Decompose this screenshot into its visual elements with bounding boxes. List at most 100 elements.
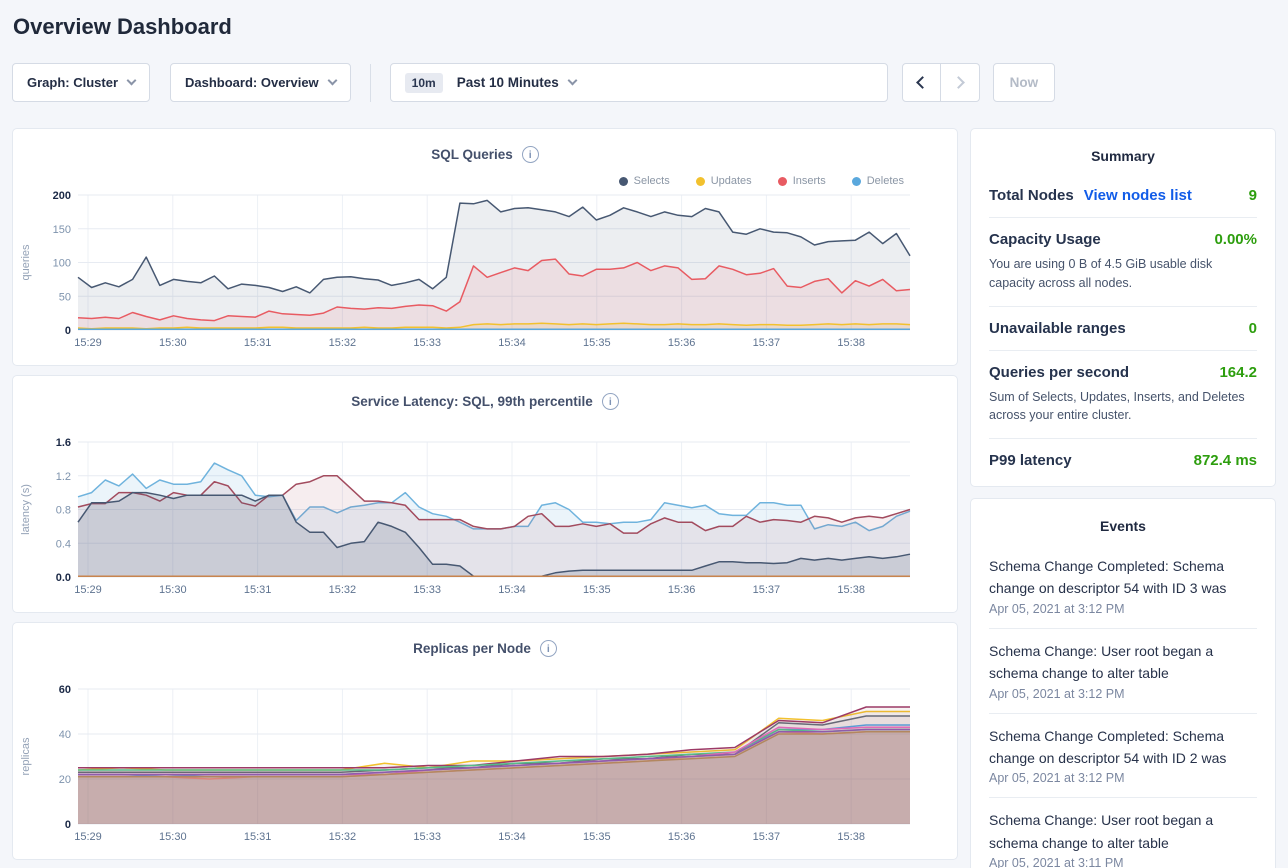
event-text: Schema Change Completed: Schema change o… [989, 727, 1227, 766]
events-title: Events [1100, 518, 1146, 534]
info-icon[interactable]: i [601, 393, 619, 410]
chart-legend: Selects Updates Inserts Deletes [618, 175, 904, 187]
page-title: Overview Dashboard [13, 14, 232, 39]
dashboard-dropdown[interactable]: Dashboard: Overview [170, 63, 351, 102]
legend-item-deletes[interactable]: Deletes [851, 175, 904, 187]
svg-text:1.6: 1.6 [56, 437, 71, 449]
view-nodes-list-link[interactable]: View nodes list [1083, 187, 1192, 204]
stat-value: 872.4 ms [1193, 452, 1257, 469]
info-icon[interactable]: i [539, 640, 557, 657]
legend-dot-icon [695, 176, 705, 186]
svg-text:15:30: 15:30 [159, 337, 187, 349]
stat-value: 164.2 [1219, 363, 1257, 381]
svg-text:15:38: 15:38 [837, 831, 865, 843]
chevron-down-icon [567, 75, 578, 86]
toolbar: Graph: Cluster Dashboard: Overview 10m P… [12, 63, 1276, 102]
svg-text:0.4: 0.4 [56, 538, 71, 550]
event-timestamp: Apr 05, 2021 at 3:12 PM [989, 601, 1125, 616]
event-timestamp: Apr 05, 2021 at 3:12 PM [989, 771, 1125, 786]
stat-description: You are using 0 B of 4.5 GiB usable disk… [989, 257, 1213, 290]
svg-text:15:31: 15:31 [244, 831, 272, 843]
svg-text:15:34: 15:34 [498, 584, 526, 596]
svg-text:15:31: 15:31 [244, 584, 272, 596]
svg-text:15:35: 15:35 [583, 584, 611, 596]
svg-text:15:31: 15:31 [244, 337, 272, 349]
stat-label: Unavailable ranges [989, 319, 1126, 337]
time-prev-button[interactable] [901, 63, 941, 102]
svg-text:50: 50 [59, 291, 71, 303]
charts-column: SQL Queries i Selects Updates Inserts Delet… [12, 128, 958, 868]
summary-panel: Summary Total Nodes View nodes list 9 Capac… [970, 128, 1276, 487]
svg-text:15:32: 15:32 [329, 337, 357, 349]
events-list: Schema Change Completed: Schema change o… [989, 544, 1257, 868]
chevron-left-icon [916, 76, 930, 89]
main-content: SQL Queries i Selects Updates Inserts Delet… [0, 128, 1288, 868]
legend-item-inserts[interactable]: Inserts [777, 175, 826, 187]
svg-text:1.2: 1.2 [56, 471, 71, 483]
svg-text:queries: queries [20, 244, 32, 281]
svg-text:15:33: 15:33 [413, 337, 441, 349]
svg-text:latency (s): latency (s) [20, 484, 32, 535]
now-button[interactable]: Now [992, 63, 1056, 102]
event-text: Schema Change Completed: Schema change o… [989, 558, 1227, 597]
event-item[interactable]: Schema Change: User root began a schema … [989, 629, 1257, 714]
service-latency-chart[interactable]: 15:29 15:30 15:31 15:32 15:33 15:34 15:35 15:36… [15, 436, 955, 608]
event-item[interactable]: Schema Change Completed: Schema change o… [989, 714, 1257, 799]
svg-text:200: 200 [53, 190, 71, 202]
svg-text:150: 150 [53, 224, 71, 236]
svg-text:15:32: 15:32 [329, 831, 357, 843]
stat-label: P99 latency [989, 452, 1072, 469]
svg-text:0.8: 0.8 [56, 505, 71, 517]
replicas-per-node-panel: Replicas per Node i 15:29 15:30 15:31 15:32… [12, 622, 958, 860]
legend-item-updates[interactable]: Updates [695, 175, 752, 187]
svg-text:15:30: 15:30 [159, 831, 187, 843]
svg-text:15:38: 15:38 [837, 337, 865, 349]
event-text: Schema Change: User root began a schema … [989, 812, 1214, 851]
svg-text:15:29: 15:29 [74, 831, 102, 843]
svg-text:40: 40 [59, 729, 71, 741]
time-range-selector[interactable]: 10m Past 10 Minutes [389, 63, 888, 102]
stat-description: Sum of Selects, Updates, Inserts, and De… [989, 389, 1245, 423]
svg-text:100: 100 [53, 258, 71, 270]
svg-text:15:34: 15:34 [498, 337, 526, 349]
legend-item-selects[interactable]: Selects [618, 175, 670, 187]
event-timestamp: Apr 05, 2021 at 3:11 PM [989, 856, 1124, 868]
stat-label: Capacity Usage [989, 231, 1101, 248]
svg-text:15:37: 15:37 [753, 831, 781, 843]
chart-title: Replicas per Node [413, 641, 531, 656]
chevron-down-icon [327, 75, 338, 86]
svg-text:15:37: 15:37 [753, 584, 781, 596]
time-nav-group [901, 63, 980, 102]
svg-text:15:36: 15:36 [668, 584, 696, 596]
svg-text:15:35: 15:35 [583, 337, 611, 349]
graph-dropdown[interactable]: Graph: Cluster [12, 63, 151, 102]
event-timestamp: Apr 05, 2021 at 3:12 PM [989, 686, 1125, 701]
events-panel: Events Schema Change Completed: Schema c… [970, 498, 1276, 868]
chevron-right-icon [951, 76, 965, 89]
summary-stat-row: Queries per second 164.2 Sum of Selects, U… [989, 349, 1257, 439]
svg-text:15:30: 15:30 [159, 584, 187, 596]
event-item[interactable]: Schema Change Completed: Schema change o… [989, 544, 1257, 629]
stat-value: 0.00% [1214, 231, 1257, 248]
event-text: Schema Change: User root began a schema … [989, 642, 1214, 682]
svg-text:60: 60 [59, 684, 71, 696]
svg-text:15:29: 15:29 [74, 584, 102, 596]
svg-text:15:38: 15:38 [837, 584, 865, 596]
info-icon[interactable]: i [521, 146, 539, 163]
replicas-per-node-chart[interactable]: 15:29 15:30 15:31 15:32 15:33 15:34 15:35 15:36… [15, 683, 955, 855]
legend-label: Inserts [792, 175, 826, 187]
time-range-label: Past 10 Minutes [456, 75, 559, 90]
svg-text:15:35: 15:35 [583, 831, 611, 843]
toolbar-divider [369, 63, 371, 102]
event-item[interactable]: Schema Change: User root began a schema … [989, 798, 1257, 868]
service-latency-panel: Service Latency: SQL, 99th percentile i … [12, 375, 958, 613]
dashboard-dropdown-label: Dashboard: Overview [185, 75, 319, 90]
sql-queries-chart[interactable]: 15:29 15:30 15:31 15:32 15:33 15:34 15:35 15:36… [15, 189, 955, 361]
summary-stat-row: Total Nodes View nodes list 9 [989, 174, 1257, 217]
graph-dropdown-label: Graph: Cluster [27, 75, 119, 90]
time-next-button[interactable] [940, 63, 980, 102]
stat-label: Queries per second [989, 363, 1130, 381]
svg-text:15:37: 15:37 [753, 337, 781, 349]
stat-value: 9 [1248, 187, 1257, 204]
svg-text:0: 0 [65, 325, 71, 337]
